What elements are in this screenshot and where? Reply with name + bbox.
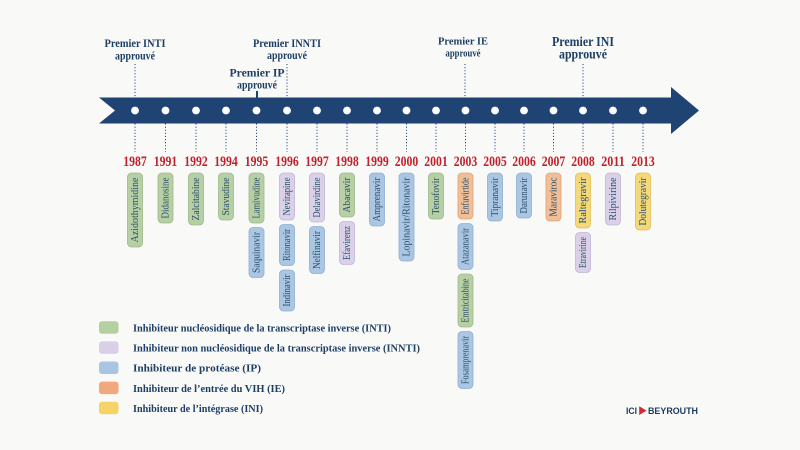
svg-text:Dolutegravir: Dolutegravir (638, 177, 649, 226)
svg-text:Emtricitabine: Emtricitabine (461, 278, 472, 322)
svg-text:Raltegravir: Raltegravir (578, 177, 589, 224)
svg-text:1998: 1998 (335, 154, 359, 170)
svg-text:approuvé: approuvé (267, 50, 307, 62)
svg-text:2005: 2005 (483, 154, 507, 170)
svg-text:ICI: ICI (626, 406, 637, 417)
svg-text:2001: 2001 (424, 154, 448, 170)
svg-text:1992: 1992 (184, 154, 208, 170)
svg-text:Didanosine: Didanosine (161, 177, 172, 219)
svg-text:BEYROUTH: BEYROUTH (648, 406, 698, 417)
svg-text:approuvé: approuvé (237, 80, 277, 92)
svg-text:Inhibiteur de l’entrée du VIH: Inhibiteur de l’entrée du VIH (IE) (133, 383, 285, 395)
svg-text:Saquinavir: Saquinavir (252, 231, 263, 273)
svg-text:Fosamprenavir: Fosamprenavir (461, 335, 472, 384)
svg-text:2006: 2006 (512, 154, 536, 170)
svg-text:Tipranavir: Tipranavir (490, 177, 501, 217)
svg-text:Lamivudine: Lamivudine (252, 177, 263, 218)
svg-text:Stavudine: Stavudine (221, 177, 232, 216)
svg-text:Premier INNTI: Premier INNTI (253, 38, 321, 50)
svg-text:1999: 1999 (365, 154, 389, 170)
svg-text:2000: 2000 (395, 154, 419, 170)
svg-text:Inhibiteur de protéase (IP): Inhibiteur de protéase (IP) (133, 363, 261, 375)
svg-text:Zalcitabine: Zalcitabine (191, 177, 202, 221)
svg-text:Lopinavir/Ritonavir: Lopinavir/Ritonavir (402, 177, 413, 257)
svg-text:Maraviroc: Maraviroc (549, 177, 560, 217)
svg-text:2013: 2013 (631, 154, 655, 170)
svg-text:approuvé: approuvé (559, 47, 607, 62)
svg-text:approuvé: approuvé (115, 51, 155, 63)
svg-text:Tenofovir: Tenofovir (431, 177, 442, 215)
svg-text:Nevirapine: Nevirapine (282, 177, 293, 215)
svg-text:1996: 1996 (275, 154, 299, 170)
svg-text:Inhibiteur non nucléosidique d: Inhibiteur non nucléosidique de la trans… (133, 343, 420, 355)
svg-text:approuvé: approuvé (446, 48, 481, 60)
svg-text:Inhibiteur nucléosidique de la: Inhibiteur nucléosidique de la transcrip… (133, 323, 391, 335)
svg-text:2003: 2003 (454, 154, 478, 170)
svg-text:Azidothymidine: Azidothymidine (130, 177, 141, 243)
svg-text:1994: 1994 (214, 154, 238, 170)
svg-text:Ritonavir: Ritonavir (282, 228, 293, 261)
svg-text:2007: 2007 (542, 154, 566, 170)
svg-text:Efavirenz: Efavirenz (342, 226, 353, 260)
svg-text:Premier IP: Premier IP (230, 68, 285, 80)
svg-text:Rilpivirine: Rilpivirine (608, 177, 619, 221)
svg-text:2011: 2011 (601, 154, 625, 170)
svg-text:Abacavir: Abacavir (342, 177, 353, 213)
svg-text:Inhibiteur de l’intégrase (INI: Inhibiteur de l’intégrase (INI) (133, 403, 263, 415)
svg-text:Atazanavir: Atazanavir (461, 227, 472, 265)
svg-text:2008: 2008 (571, 154, 595, 170)
svg-text:Amprenavir: Amprenavir (372, 177, 383, 222)
svg-text:Delavirdine: Delavirdine (312, 177, 323, 217)
svg-text:Darunavir: Darunavir (519, 177, 530, 214)
svg-text:Enfuvirtide: Enfuvirtide (461, 177, 472, 214)
svg-text:Indinavir: Indinavir (282, 274, 293, 307)
svg-text:Premier INTI: Premier INTI (105, 38, 166, 50)
svg-text:1995: 1995 (245, 154, 269, 170)
svg-text:Premier INI: Premier INI (552, 34, 614, 49)
svg-text:1991: 1991 (154, 154, 178, 170)
svg-text:Nelfinavir: Nelfinavir (312, 230, 323, 269)
svg-text:1987: 1987 (123, 154, 147, 170)
svg-text:1997: 1997 (305, 154, 329, 170)
svg-text:Etravirine: Etravirine (578, 237, 589, 268)
svg-text:Premier IE: Premier IE (438, 36, 488, 48)
